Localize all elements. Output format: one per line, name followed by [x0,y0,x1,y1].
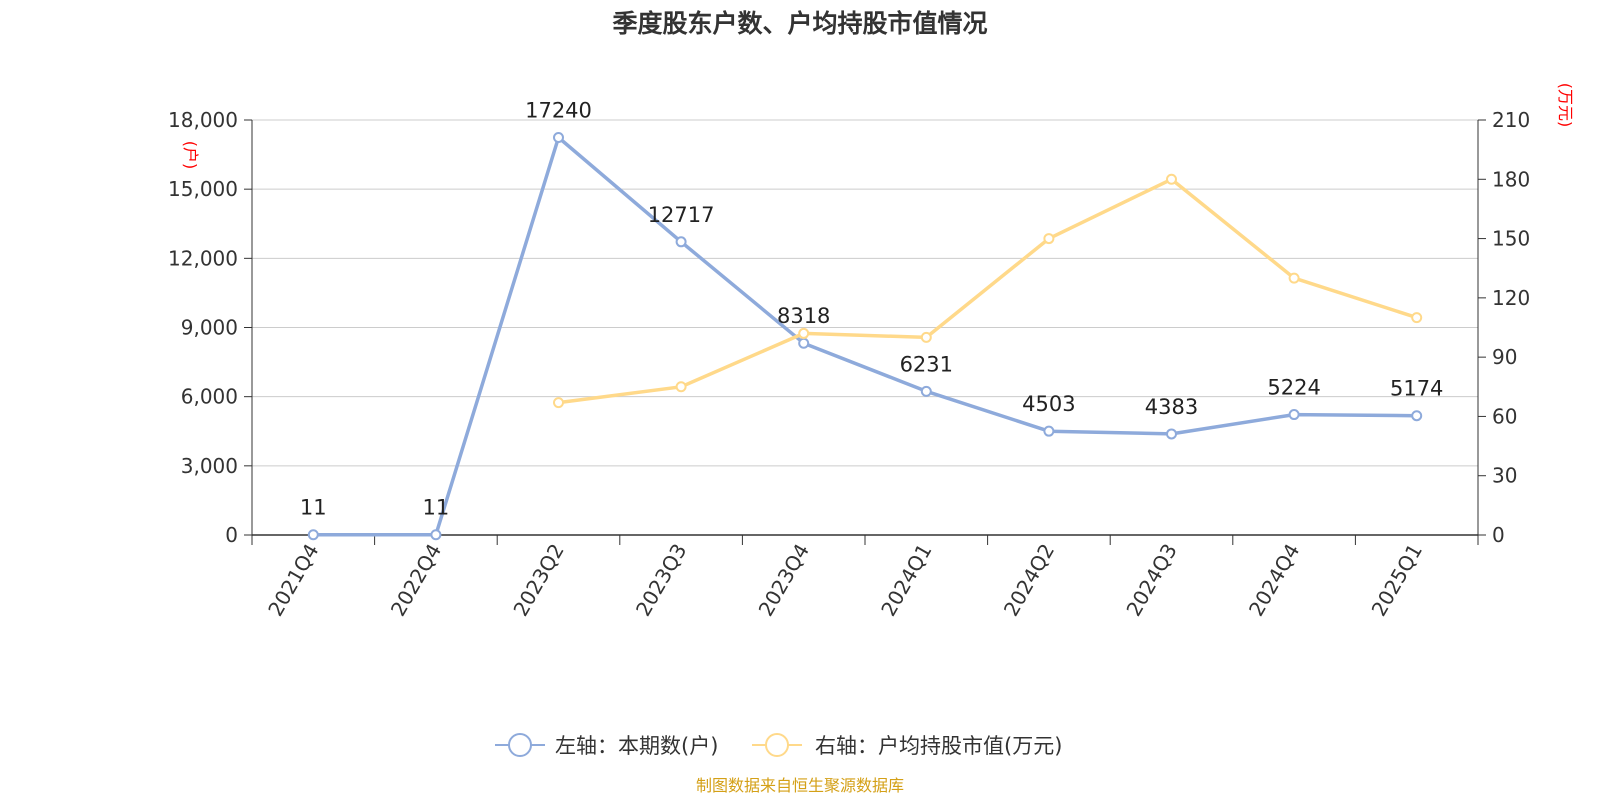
right-tick-label: 0 [1492,523,1505,547]
data-label: 4503 [1022,392,1075,416]
data-point-left [920,385,932,397]
data-point-left [307,529,319,541]
left-axis-unit: (户) [181,141,200,170]
right-tick-label: 120 [1492,286,1530,310]
data-point-left [553,132,564,144]
data-point-right [798,327,810,339]
right-tick-label: 90 [1492,345,1517,369]
left-tick-label: 12,000 [168,246,238,270]
data-point-left [1411,410,1423,422]
right-tick-label: 150 [1492,227,1530,251]
left-tick-label: 0 [225,523,238,547]
x-tick-label: 2023Q2 [508,540,568,621]
series-line-right [558,177,1418,405]
data-point-left [1166,428,1177,440]
x-tick-label: 2023Q4 [754,540,814,621]
right-tick-label: 30 [1492,464,1517,488]
data-label: 11 [423,496,450,520]
data-point-right [920,331,932,343]
x-tick-label: 2024Q2 [999,540,1059,621]
data-point-left [1043,425,1055,437]
x-tick-label: 2025Q1 [1367,540,1427,621]
x-tick-label: 2024Q1 [876,540,936,621]
legend-label-right: 右轴：户均持股市值(万元) [815,734,1062,758]
right-tick-label: 210 [1492,108,1530,132]
data-point-right [1166,173,1177,185]
data-point-left [1288,409,1300,421]
data-label: 6231 [900,352,953,376]
data-point-right [1043,233,1055,245]
x-tick-label: 2023Q3 [631,540,691,621]
data-point-left [675,236,687,248]
legend-marker-right [765,733,789,757]
x-tick-label: 2021Q4 [263,540,323,621]
x-tick-label: 2024Q4 [1244,540,1304,621]
data-label: 17240 [525,99,592,123]
right-axis-unit: (万元) [1556,83,1575,128]
legend-label-left: 左轴：本期数(户) [555,734,718,758]
data-label: 4383 [1145,395,1198,419]
data-point-right [553,397,564,409]
data-point-right [675,381,687,393]
right-tick-label: 60 [1492,404,1517,428]
data-point-left [798,337,810,349]
legend: 左轴：本期数(户) 右轴：户均持股市值(万元) [495,733,1062,758]
series-line-left [313,135,1417,537]
data-label: 12717 [648,203,715,227]
data-point-right [1411,312,1423,324]
data-label: 5174 [1390,377,1443,401]
grid-lines [252,119,1478,467]
data-label: 5224 [1267,376,1320,400]
left-tick-label: 3,000 [181,454,238,478]
x-tick-label: 2024Q3 [1121,540,1181,621]
series-layer: 11 11 17240 12717 8318 6231 4503 4383 5224 5174 [300,99,1443,541]
x-tick-label: 2022Q4 [386,540,446,621]
data-label: 11 [300,496,327,520]
data-point-right [1288,272,1300,284]
legend-marker-left [508,733,532,757]
left-tick-label: 6,000 [181,385,238,409]
right-tick-label: 180 [1492,167,1530,191]
left-tick-label: 9,000 [181,316,238,340]
data-point-left [430,529,442,541]
axes: 0 3,000 6,000 9,000 12,000 15,000 18,000 0 30 60 9… [168,108,1530,620]
source-note: 制图数据来自恒生聚源数据库 [696,776,904,795]
left-tick-label: 18,000 [168,108,238,132]
data-label: 8318 [777,304,830,328]
chart-title: 季度股东户数、户均持股市值情况 [612,9,987,38]
left-tick-label: 15,000 [168,177,238,201]
